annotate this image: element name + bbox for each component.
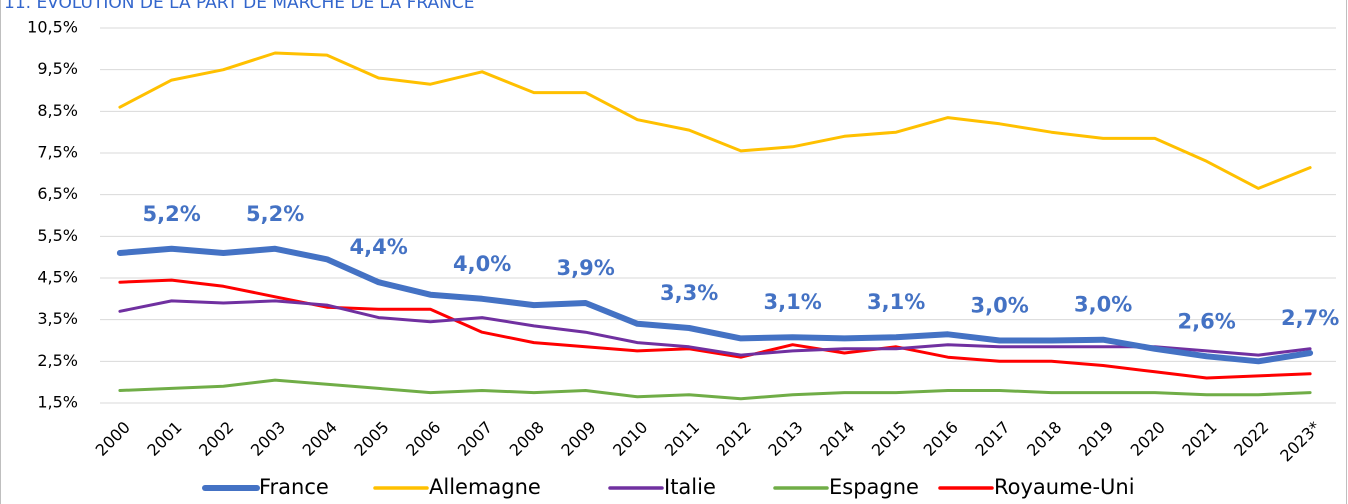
data-label: 5,2% bbox=[143, 202, 201, 226]
data-label: 3,3% bbox=[660, 281, 718, 305]
x-tick-label: 2004 bbox=[299, 418, 341, 460]
x-tick-label: 2014 bbox=[816, 418, 858, 460]
data-label: 3,0% bbox=[1074, 293, 1132, 317]
data-label: 4,0% bbox=[453, 252, 511, 276]
chart-title: 11. ÉVOLUTION DE LA PART DE MARCHÉ DE LA… bbox=[4, 0, 474, 13]
x-tick-label: 2005 bbox=[350, 418, 392, 460]
y-tick-label: 10,5% bbox=[27, 18, 78, 37]
y-tick-label: 4,5% bbox=[37, 268, 78, 287]
legend-label: Italie bbox=[664, 475, 716, 499]
y-tick-label: 8,5% bbox=[37, 101, 78, 120]
data-label: 3,0% bbox=[971, 294, 1029, 318]
x-tick-label: 2020 bbox=[1127, 418, 1169, 460]
x-tick-label: 2001 bbox=[143, 418, 185, 460]
y-tick-label: 5,5% bbox=[37, 226, 78, 245]
x-tick-label: 2016 bbox=[920, 418, 962, 460]
data-label: 4,4% bbox=[350, 235, 408, 259]
x-tick-label: 2021 bbox=[1178, 418, 1220, 460]
x-tick-label: 2018 bbox=[1023, 418, 1065, 460]
data-label: 3,1% bbox=[764, 290, 822, 314]
series-line bbox=[118, 299, 1312, 357]
x-tick-label: 2008 bbox=[506, 418, 548, 460]
y-tick-label: 1,5% bbox=[37, 393, 78, 412]
y-tick-label: 7,5% bbox=[37, 143, 78, 162]
x-tick-label: 2017 bbox=[971, 418, 1013, 460]
x-tick-label: 2023* bbox=[1276, 418, 1324, 466]
series-line bbox=[116, 245, 1314, 365]
series-line bbox=[118, 378, 1312, 401]
y-tick-label: 6,5% bbox=[37, 184, 78, 203]
x-tick-label: 2022 bbox=[1230, 418, 1272, 460]
y-tick-label: 2,5% bbox=[37, 351, 78, 370]
data-label: 3,9% bbox=[557, 256, 615, 280]
x-tick-label: 2003 bbox=[247, 418, 289, 460]
legend-label: France bbox=[259, 475, 329, 499]
legend-label: Allemagne bbox=[429, 475, 541, 499]
data-label: 2,6% bbox=[1178, 309, 1236, 333]
x-tick-label: 2007 bbox=[454, 418, 496, 460]
series-line bbox=[118, 51, 1312, 190]
x-tick-label: 2011 bbox=[661, 418, 703, 460]
x-tick-label: 2013 bbox=[764, 418, 806, 460]
x-tick-label: 2002 bbox=[195, 418, 237, 460]
x-tick-label: 2012 bbox=[713, 418, 755, 460]
x-tick-label: 2000 bbox=[92, 418, 134, 460]
x-tick-label: 2019 bbox=[1075, 418, 1117, 460]
x-tick-label: 2015 bbox=[868, 418, 910, 460]
y-tick-label: 3,5% bbox=[37, 309, 78, 328]
x-tick-label: 2010 bbox=[609, 418, 651, 460]
data-label: 5,2% bbox=[246, 202, 304, 226]
y-tick-label: 9,5% bbox=[37, 59, 78, 78]
data-label: 2,7% bbox=[1281, 306, 1339, 330]
x-tick-label: 2009 bbox=[557, 418, 599, 460]
legend-label: Espagne bbox=[829, 475, 919, 499]
legend-label: Royaume-Uni bbox=[994, 475, 1135, 499]
data-label: 3,1% bbox=[867, 290, 925, 314]
x-tick-label: 2006 bbox=[402, 418, 444, 460]
